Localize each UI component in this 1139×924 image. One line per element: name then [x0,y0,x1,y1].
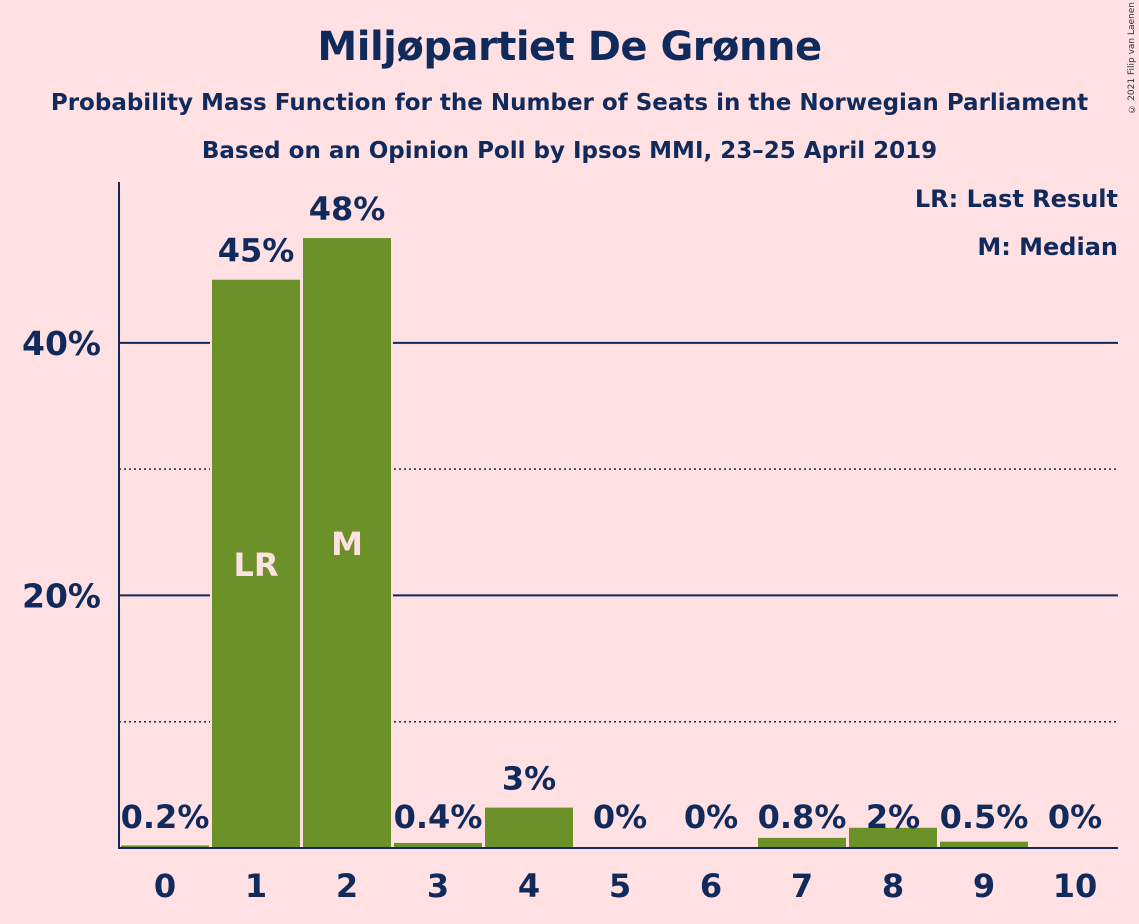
chart-subtitle: Probability Mass Function for the Number… [50,90,1089,116]
legend-median: M: Median [977,233,1118,261]
x-tick-label: 2 [336,867,358,905]
x-tick-label: 10 [1053,867,1098,905]
bar-3 [394,842,482,848]
chart-title: Miljøpartiet De Grønne [317,24,822,70]
value-label: 45% [218,232,295,270]
value-label: 0% [593,798,647,836]
bar-marker-label: LR [233,546,278,584]
x-tick-label: 3 [427,867,449,905]
value-label: 0% [1048,798,1102,836]
bar-2 [303,238,391,849]
x-tick-label: 6 [700,867,722,905]
bar-7 [758,837,846,848]
value-label: 3% [502,760,556,798]
x-tick-label: 7 [791,867,813,905]
y-tick-label: 40% [22,324,101,363]
bar-8 [849,827,937,848]
value-label: 2% [866,798,920,836]
value-label: 0.4% [394,798,483,836]
x-tick-label: 1 [245,867,267,905]
x-tick-label: 8 [882,867,904,905]
legend-last-result: LR: Last Result [914,185,1118,213]
value-label: 0% [684,798,738,836]
bar-4 [485,807,573,848]
value-label: 0.5% [940,798,1029,836]
bar-0 [121,845,209,848]
bar-1 [212,279,300,848]
x-tick-label: 5 [609,867,631,905]
bar-marker-label: M [331,525,363,563]
y-tick-label: 20% [22,576,101,615]
value-label: 0.2% [121,798,210,836]
x-tick-label: 9 [973,867,995,905]
value-label: 0.8% [758,798,847,836]
chart-subtitle-source: Based on an Opinion Poll by Ipsos MMI, 2… [201,138,938,164]
value-label: 48% [309,190,386,228]
x-tick-label: 4 [518,867,540,905]
x-tick-label: 0 [154,867,176,905]
bar-9 [940,841,1028,848]
